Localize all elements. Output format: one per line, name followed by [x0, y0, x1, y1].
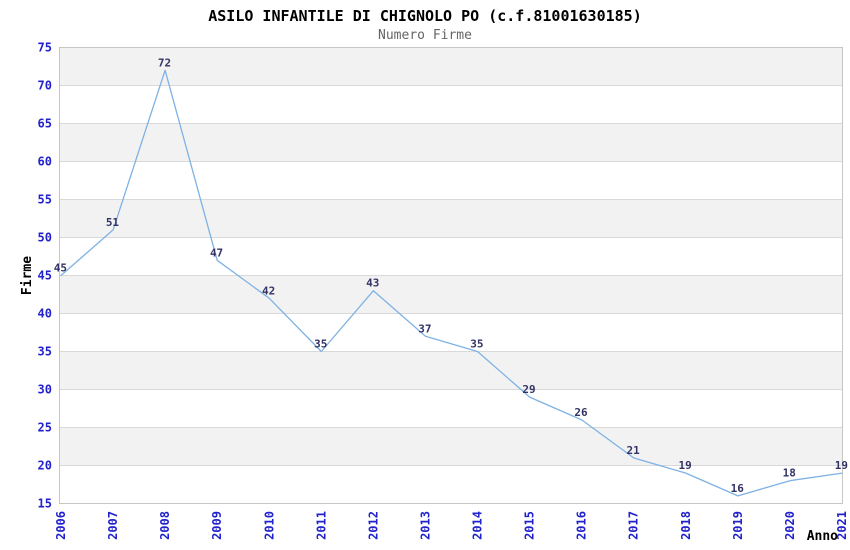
y-tick-label: 55	[38, 193, 52, 207]
plot-border	[59, 47, 843, 504]
x-axis-title: Anno	[807, 529, 838, 544]
x-tick-label: 2012	[366, 511, 380, 540]
plot-band	[59, 465, 843, 504]
x-tick-label: 2011	[314, 511, 328, 540]
x-tick-label: 2009	[210, 511, 224, 540]
x-tick-label: 2010	[262, 511, 276, 540]
value-label: 26	[574, 406, 588, 419]
y-tick-label: 40	[38, 307, 52, 321]
y-tick-label: 15	[38, 497, 52, 511]
y-tick-label: 60	[38, 155, 52, 169]
x-tick-label: 2014	[471, 511, 485, 540]
plot-band	[59, 199, 843, 238]
y-tick-label: 65	[38, 117, 52, 131]
chart-title: ASILO INFANTILE DI CHIGNOLO PO (c.f.8100…	[208, 7, 642, 25]
value-label: 18	[783, 467, 796, 480]
x-tick-label: 2018	[679, 511, 693, 540]
value-label: 19	[835, 459, 848, 472]
y-tick-label: 35	[38, 345, 52, 359]
x-tick-label: 2006	[54, 511, 68, 540]
value-label: 37	[418, 322, 431, 335]
value-label: 35	[314, 338, 327, 351]
plot-band	[59, 427, 843, 466]
plot-band	[59, 351, 843, 390]
plot-band	[59, 389, 843, 428]
y-tick-label: 30	[38, 383, 52, 397]
y-axis-title: Firme	[20, 256, 35, 295]
value-label: 43	[366, 277, 379, 290]
y-tick-label: 75	[38, 41, 52, 55]
value-label: 16	[731, 482, 745, 495]
plot-band	[59, 313, 843, 352]
y-tick-label: 20	[38, 459, 52, 473]
y-tick-label: 70	[38, 79, 52, 93]
plot-band	[59, 47, 843, 86]
plot-band	[59, 85, 843, 124]
plot-band	[59, 275, 843, 314]
x-tick-label: 2017	[627, 511, 641, 540]
x-tick-label: 2016	[575, 511, 589, 540]
y-tick-label: 50	[38, 231, 52, 245]
value-label: 29	[522, 383, 535, 396]
value-label: 19	[679, 459, 692, 472]
data-line	[60, 69, 843, 497]
y-tick-label: 25	[38, 421, 52, 435]
value-label: 51	[106, 216, 120, 229]
value-label: 35	[470, 338, 483, 351]
plot-band	[59, 161, 843, 200]
value-label: 21	[626, 444, 640, 457]
chart-subtitle: Numero Firme	[378, 28, 472, 43]
x-tick-label: 2007	[106, 511, 120, 540]
value-label: 72	[158, 56, 171, 69]
x-tick-label: 2019	[731, 511, 745, 540]
value-label: 47	[210, 246, 223, 259]
y-tick-label: 45	[38, 269, 52, 283]
plot-band	[59, 123, 843, 162]
x-tick-label: 2008	[158, 511, 172, 540]
value-label: 45	[54, 262, 67, 275]
x-tick-label: 2020	[783, 511, 797, 540]
value-label: 42	[262, 284, 275, 297]
plot-band	[59, 237, 843, 276]
x-tick-label: 2013	[418, 511, 432, 540]
x-tick-label: 2015	[523, 511, 537, 540]
x-tick-label: 2021	[835, 511, 849, 540]
